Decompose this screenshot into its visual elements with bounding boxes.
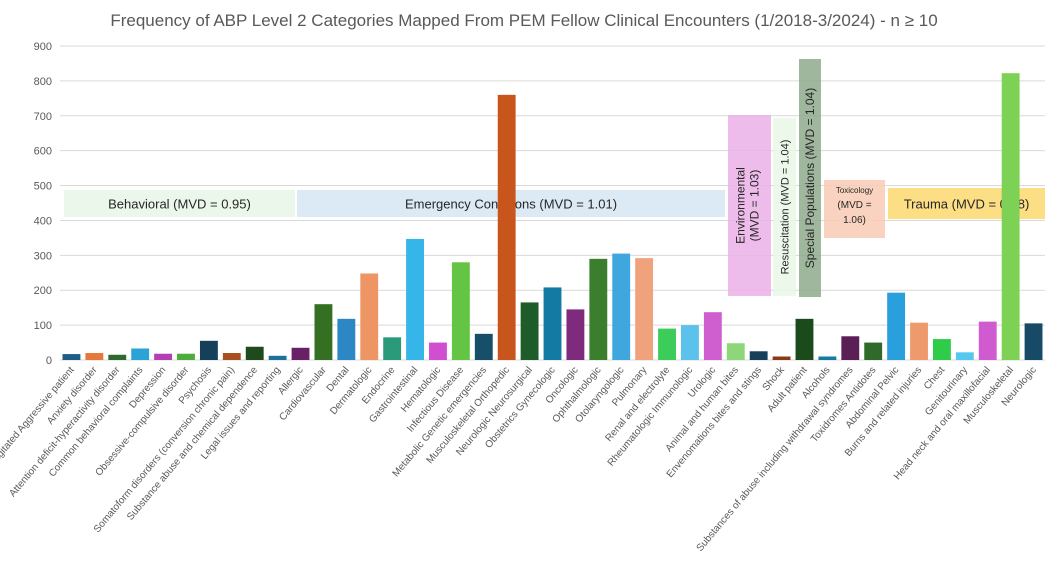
bar: [566, 309, 585, 360]
bar: [589, 258, 608, 360]
bar: [841, 336, 860, 360]
bar: [222, 353, 241, 360]
bar: [955, 352, 974, 360]
group-label: Trauma (MVD = 0.88): [904, 197, 1030, 212]
bar: [108, 354, 127, 360]
bar: [154, 353, 173, 360]
group-box: [824, 180, 885, 238]
bar: [85, 353, 104, 360]
group-label: Behavioral (MVD = 0.95): [108, 197, 251, 212]
bar: [474, 333, 493, 360]
group-label: Toxicology: [836, 186, 873, 195]
y-tick-label: 400: [34, 215, 52, 227]
bar: [245, 346, 264, 360]
bar: [658, 328, 676, 360]
bar: [1024, 323, 1043, 360]
bar: [199, 340, 218, 360]
bar: [268, 355, 287, 360]
bar: [291, 347, 310, 360]
group-label: 1.06): [843, 215, 866, 226]
group-label: Environmental: [734, 167, 748, 244]
y-tick-label: 100: [34, 320, 52, 332]
bar: [749, 351, 768, 360]
y-tick-label: 700: [34, 111, 52, 123]
bar: [612, 253, 631, 360]
group-box: [728, 115, 771, 296]
bar: [543, 287, 562, 360]
group-label: (MVD = 1.03): [748, 170, 762, 242]
group-label: Special Populations (MVD = 1.04): [803, 88, 817, 268]
bar: [703, 312, 722, 360]
bar: [520, 302, 539, 360]
bar: [451, 262, 470, 360]
category-group-labels: Behavioral (MVD = 0.95)Emergency Conditi…: [64, 59, 1045, 297]
bar: [635, 258, 654, 360]
y-tick-label: 300: [34, 250, 52, 262]
bar: [818, 356, 837, 360]
bar: [978, 321, 997, 360]
y-tick-label: 200: [34, 285, 52, 297]
bar: [131, 348, 150, 360]
bar: [383, 337, 402, 360]
bar: [887, 292, 906, 360]
bar: [360, 273, 379, 360]
group-box: [64, 190, 295, 217]
bar: [932, 339, 951, 360]
chart-title: Frequency of ABP Level 2 Categories Mapp…: [110, 11, 937, 30]
y-tick-label: 600: [34, 146, 52, 158]
bar: [177, 353, 195, 360]
bar: [429, 342, 447, 360]
bar: [772, 356, 791, 360]
bar: [497, 94, 516, 360]
bar: [681, 325, 699, 360]
bar: [62, 354, 81, 360]
group-box: [799, 59, 821, 297]
bar: [795, 318, 814, 360]
bar: [1001, 73, 1020, 361]
bar: [314, 304, 333, 360]
y-tick-label: 900: [34, 41, 52, 53]
y-tick-label: 800: [34, 76, 52, 88]
group-label: Resuscitation (MVD = 1.04): [780, 140, 792, 275]
bar: [726, 343, 745, 360]
bar: [406, 238, 424, 360]
bar: [910, 322, 928, 360]
group-label: (MVD =: [837, 200, 871, 211]
group-box: [773, 118, 796, 296]
gridlines: [60, 45, 1045, 361]
y-tick-label: 0: [46, 355, 52, 367]
y-tick-label: 500: [34, 181, 52, 193]
bars: [62, 73, 1043, 361]
bar: [864, 342, 883, 360]
bar: [337, 318, 356, 360]
